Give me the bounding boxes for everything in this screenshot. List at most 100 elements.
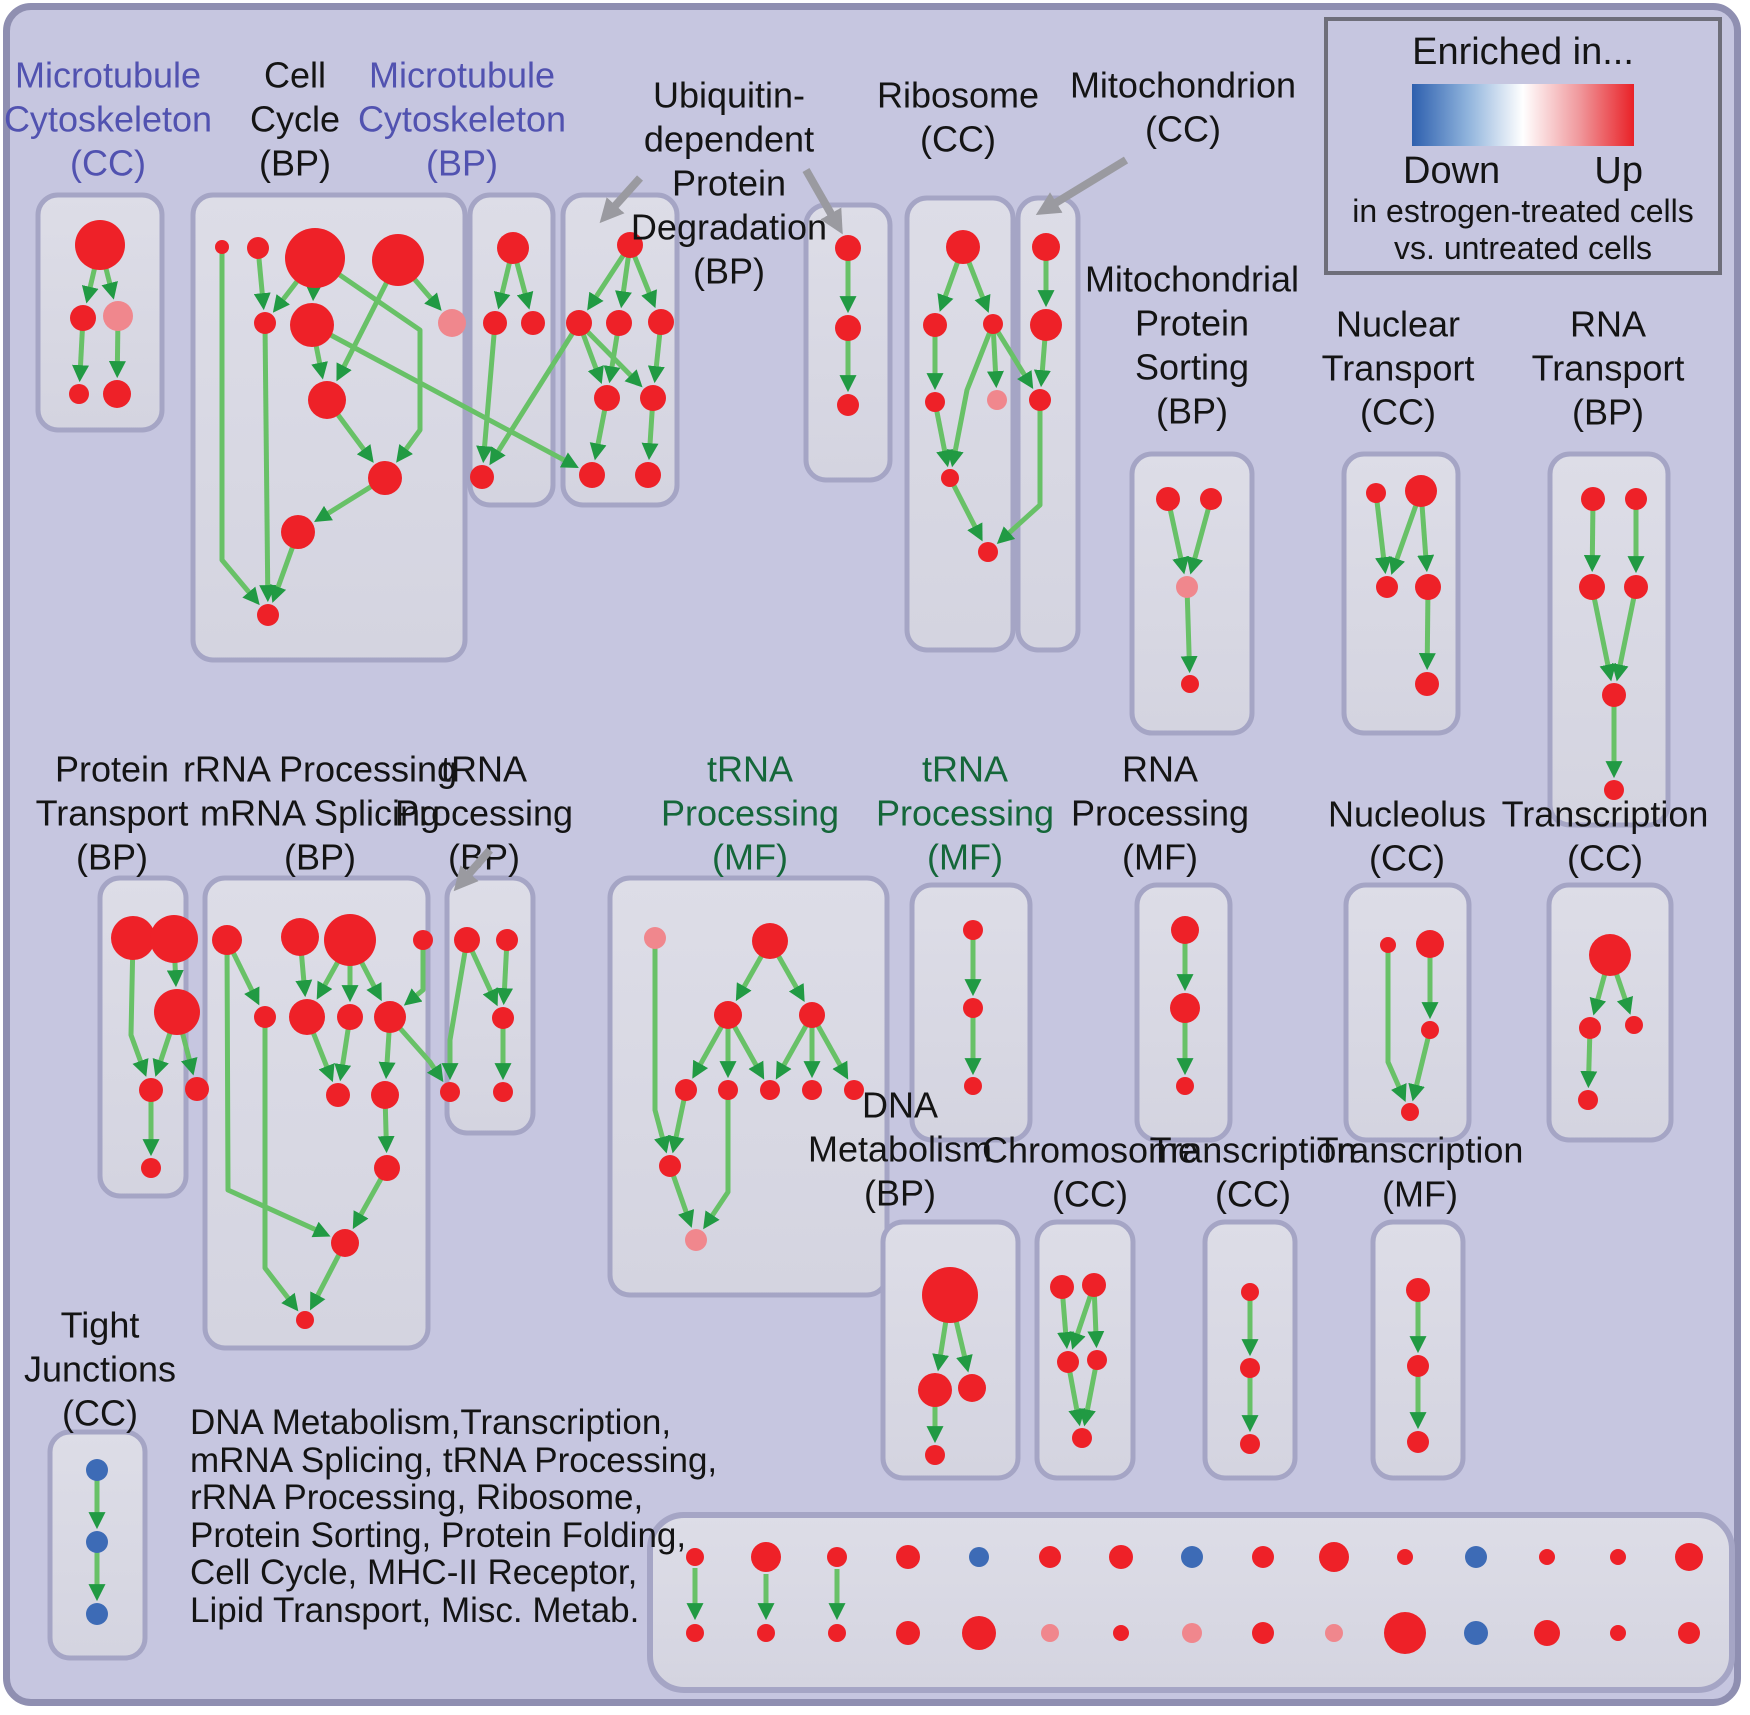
edge-chromosome bbox=[1079, 1359, 1100, 1427]
group-label-microtubule-bp: Microtubule bbox=[369, 55, 555, 96]
group-label-nuclear-transport: Nuclear bbox=[1336, 304, 1460, 345]
node-nuclear-transport bbox=[1415, 672, 1439, 696]
node-ribosome bbox=[946, 230, 980, 264]
group-label-protein-transport: (BP) bbox=[76, 837, 148, 878]
node-cell-cycle bbox=[368, 461, 402, 495]
group-box-microtubule-bp bbox=[467, 192, 556, 508]
node-ubiquitin-a bbox=[594, 385, 620, 411]
node-microtubule-bp bbox=[497, 232, 529, 264]
group-label-trna-processing-mf-1: Processing bbox=[661, 793, 839, 834]
node-nucleolus bbox=[1401, 1103, 1419, 1121]
node-rna-transport bbox=[1581, 487, 1605, 511]
node-trna-processing-bp bbox=[496, 929, 518, 951]
group-label-trna-processing-bp: tRNA bbox=[441, 749, 527, 790]
legend: Enriched in... Down Up in estrogen-treat… bbox=[1324, 17, 1722, 275]
node-rrna-mrna bbox=[374, 1001, 406, 1033]
node-rrna-mrna bbox=[331, 1229, 359, 1257]
node-nuclear-transport bbox=[1415, 574, 1441, 600]
node-transcription-cc-lower bbox=[1240, 1358, 1260, 1378]
group-label-cell-cycle: Cell bbox=[264, 55, 326, 96]
edge-cell-cycle bbox=[219, 247, 260, 606]
strip-node-bottom bbox=[1464, 1621, 1488, 1645]
group-label-trna-processing-mf-1: tRNA bbox=[707, 749, 793, 790]
node-cell-cycle bbox=[290, 303, 334, 347]
group-label-transcription-mf: Transcription bbox=[1317, 1130, 1524, 1171]
node-rna-processing-mf bbox=[1170, 993, 1200, 1023]
node-chromosome bbox=[1072, 1428, 1092, 1448]
node-microtubule-cc bbox=[70, 305, 96, 331]
cross-edge bbox=[489, 321, 582, 466]
node-transcription-mf bbox=[1407, 1431, 1429, 1453]
edge-trna-processing-mf-1 bbox=[652, 938, 671, 1154]
edge-rna-transport bbox=[1589, 586, 1617, 682]
node-microtubule-bp bbox=[483, 311, 507, 335]
edge-ubiquitin-a bbox=[577, 321, 643, 388]
node-rna-processing-mf bbox=[1176, 1077, 1194, 1095]
node-rrna-mrna bbox=[374, 1155, 400, 1181]
edge-nucleolus bbox=[1385, 945, 1407, 1103]
node-transcription-cc-lower bbox=[1241, 1283, 1259, 1301]
strip-node-bottom bbox=[828, 1624, 846, 1642]
label-pointer-arrow bbox=[599, 175, 643, 224]
node-protein-transport bbox=[141, 1158, 161, 1178]
strip-node-bottom bbox=[1610, 1625, 1626, 1641]
group-label-tight-junctions: Junctions bbox=[24, 1349, 176, 1390]
node-trna-processing-mf-2 bbox=[963, 998, 983, 1018]
node-protein-transport bbox=[111, 916, 155, 960]
cluster-note-line: mRNA Splicing, tRNA Processing, bbox=[190, 1440, 718, 1480]
node-transcription-mf bbox=[1407, 1355, 1429, 1377]
group-box-trna-processing-bp bbox=[444, 875, 536, 1136]
group-label-microtubule-bp: Cytoskeleton bbox=[358, 99, 566, 140]
node-dna-metabolism bbox=[922, 1267, 978, 1323]
edge-trna-processing-mf-1 bbox=[703, 1090, 731, 1230]
node-ubiquitin-a bbox=[606, 310, 632, 336]
group-label-tight-junctions: (CC) bbox=[62, 1393, 138, 1434]
group-box-transcription-cc-upper bbox=[1546, 882, 1674, 1143]
node-cell-cycle bbox=[254, 312, 276, 334]
strip-node-top bbox=[1675, 1543, 1703, 1571]
node-transcription-cc-upper bbox=[1625, 1016, 1643, 1034]
node-trna-processing-mf-1 bbox=[799, 1002, 825, 1028]
node-rrna-mrna bbox=[324, 914, 376, 966]
legend-subtitle-1: in estrogen-treated cells bbox=[1352, 193, 1694, 229]
node-trna-processing-mf-1 bbox=[760, 1080, 780, 1100]
strip-node-top bbox=[1539, 1549, 1555, 1565]
node-rrna-mrna bbox=[296, 1311, 314, 1329]
legend-subtitle-2: vs. untreated cells bbox=[1394, 230, 1652, 266]
node-cell-cycle bbox=[372, 234, 424, 286]
node-tight-junctions bbox=[86, 1459, 108, 1481]
group-label-microtubule-cc: Microtubule bbox=[15, 55, 201, 96]
group-label-nuclear-transport: Transport bbox=[1322, 348, 1475, 389]
node-ribosome bbox=[925, 392, 945, 412]
edge-ribosome bbox=[947, 476, 983, 542]
node-nuclear-transport bbox=[1376, 576, 1398, 598]
legend-title: Enriched in... bbox=[1412, 31, 1634, 73]
strip-node-top bbox=[969, 1547, 989, 1567]
group-label-ubiquitin-a: Degradation bbox=[631, 207, 827, 248]
cross-edge bbox=[996, 400, 1043, 545]
edge-rrna-mrna bbox=[403, 940, 426, 1006]
strip-node-top bbox=[827, 1547, 847, 1567]
group-label-tight-junctions: Tight bbox=[61, 1305, 140, 1346]
node-chromosome bbox=[1087, 1350, 1107, 1370]
strip-node-top bbox=[1181, 1546, 1203, 1568]
group-label-microtubule-cc: (CC) bbox=[70, 143, 146, 184]
group-label-dna-metabolism: Metabolism bbox=[808, 1129, 992, 1170]
node-microtubule-cc bbox=[75, 220, 125, 270]
group-label-cell-cycle: (BP) bbox=[259, 143, 331, 184]
node-trna-processing-mf-1 bbox=[718, 1080, 738, 1100]
node-trna-processing-mf-1 bbox=[685, 1229, 707, 1251]
group-box-dna-metabolism bbox=[880, 1219, 1021, 1481]
node-ubiquitin-b bbox=[835, 235, 861, 261]
group-label-trna-processing-mf-2: Processing bbox=[876, 793, 1054, 834]
node-ribosome bbox=[941, 469, 959, 487]
node-transcription-mf bbox=[1406, 1278, 1430, 1302]
group-label-transcription-cc-lower: (CC) bbox=[1215, 1174, 1291, 1215]
node-trna-processing-mf-1 bbox=[844, 1080, 864, 1100]
node-trna-processing-mf-1 bbox=[659, 1155, 681, 1177]
group-label-trna-processing-mf-1: (MF) bbox=[712, 837, 788, 878]
group-label-ubiquitin-a: Protein bbox=[672, 163, 786, 204]
node-ribosome bbox=[923, 313, 947, 337]
node-ribosome bbox=[983, 314, 1003, 334]
